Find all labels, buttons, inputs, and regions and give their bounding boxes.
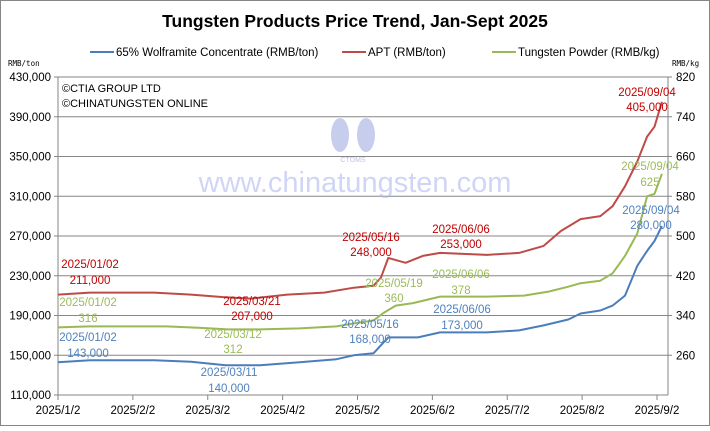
left-tick-label: 150,000 bbox=[9, 350, 51, 362]
annotation-value: 207,000 bbox=[231, 311, 273, 323]
left-tick-label: 350,000 bbox=[9, 152, 51, 164]
copyright-line-1: ©CTIA GROUP LTD bbox=[62, 83, 161, 95]
annotation-value: 316 bbox=[78, 313, 97, 325]
right-axis-unit: RMB/kg bbox=[672, 59, 699, 68]
watermark-logo-text: CTOMS bbox=[340, 157, 365, 164]
legend-label: 65% Wolframite Concentrate (RMB/ton) bbox=[116, 47, 319, 59]
annotation-date: 2025/01/02 bbox=[59, 332, 117, 344]
right-tick-label: 820 bbox=[676, 72, 695, 84]
annotation-date: 2025/06/06 bbox=[432, 269, 490, 281]
axes: 430,000 390,000 350,000 310,000 270,000 230,0… bbox=[9, 72, 695, 417]
annotation-date: 2025/03/11 bbox=[201, 367, 258, 379]
series-line-apt bbox=[57, 101, 663, 300]
right-tick-label: 340 bbox=[676, 311, 695, 323]
annotation-date: 2025/09/04 bbox=[622, 205, 680, 217]
left-tick-label: 310,000 bbox=[9, 191, 51, 203]
x-tick-label: 2025/3/2 bbox=[185, 405, 230, 417]
legend-label: Tungsten Powder (RMB/kg) bbox=[518, 47, 660, 59]
right-tick-label: 580 bbox=[676, 191, 695, 203]
right-tick-label: 260 bbox=[676, 350, 695, 362]
right-tick-label: 660 bbox=[676, 152, 695, 164]
series-line-wolframite bbox=[57, 225, 663, 367]
annotation-value: 211,000 bbox=[70, 275, 111, 287]
left-tick-label: 230,000 bbox=[9, 271, 51, 283]
annotation-date: 2025/06/06 bbox=[433, 304, 491, 316]
annotation-date: 2025/03/21 bbox=[223, 296, 281, 308]
annotation-value: 143,000 bbox=[67, 348, 109, 360]
annotation-value: 405,000 bbox=[626, 102, 668, 114]
left-tick-label: 390,000 bbox=[9, 112, 51, 124]
x-tick-label: 2025/6/2 bbox=[410, 405, 455, 417]
left-tick-label: 270,000 bbox=[9, 231, 51, 243]
chart-title: Tungsten Products Price Trend, Jan-Sept … bbox=[162, 11, 548, 31]
annotation-date: 2025/01/02 bbox=[61, 259, 119, 271]
watermark-url: www.chinatungsten.com bbox=[198, 167, 512, 199]
gridlines bbox=[58, 76, 668, 356]
annotation-date: 2025/09/04 bbox=[621, 161, 679, 173]
copyright-line-2: ©CHINATUNGSTEN ONLINE bbox=[62, 98, 208, 110]
left-axis-unit: RMB/ton bbox=[8, 59, 40, 68]
watermark-logo-right bbox=[357, 118, 375, 152]
annotation-value: 173,000 bbox=[441, 320, 483, 332]
x-tick-label: 2025/8/2 bbox=[560, 405, 605, 417]
annotation-date: 2025/05/19 bbox=[365, 278, 423, 290]
left-tick-label: 110,000 bbox=[10, 390, 51, 402]
x-tick-label: 2025/5/2 bbox=[335, 405, 380, 417]
x-tick-label: 2025/7/2 bbox=[485, 405, 530, 417]
annotations: 2025/01/02 211,000 2025/03/21 207,000 2025/0… bbox=[59, 87, 680, 395]
left-tick-label: 430,000 bbox=[9, 72, 51, 84]
watermark: CTOMS www.chinatungsten.com bbox=[198, 118, 512, 199]
right-tick-label: 500 bbox=[676, 231, 695, 243]
annotation-value: 360 bbox=[384, 293, 403, 305]
annotation-value: 280,000 bbox=[630, 220, 672, 232]
annotation-date: 2025/06/06 bbox=[432, 224, 490, 236]
x-tick-label: 2025/1/2 bbox=[36, 405, 81, 417]
annotation-value: 312 bbox=[223, 344, 242, 356]
annotation-value: 140,000 bbox=[208, 383, 250, 395]
x-tick-label: 2025/2/2 bbox=[110, 405, 155, 417]
annotation-date: 2025/05/16 bbox=[341, 319, 399, 331]
x-tick-label: 2025/9/2 bbox=[635, 405, 680, 417]
watermark-logo-left bbox=[331, 118, 349, 152]
right-tick-label: 740 bbox=[676, 112, 695, 124]
annotation-value: 625 bbox=[640, 177, 659, 189]
annotation-value: 168,000 bbox=[349, 334, 391, 346]
annotation-date: 2025/09/04 bbox=[618, 87, 676, 99]
right-tick-label: 420 bbox=[676, 271, 695, 283]
left-tick-label: 190,000 bbox=[9, 311, 51, 323]
legend-label: APT (RMB/ton) bbox=[368, 47, 446, 59]
annotation-value: 253,000 bbox=[440, 239, 482, 251]
annotation-date: 2025/01/02 bbox=[59, 297, 117, 309]
x-tick-label: 2025/4/2 bbox=[260, 405, 305, 417]
series-line-powder bbox=[57, 173, 663, 331]
annotation-value: 378 bbox=[451, 285, 470, 297]
annotation-date: 2025/05/16 bbox=[342, 232, 400, 244]
legend: 65% Wolframite Concentrate (RMB/ton) APT … bbox=[90, 47, 660, 59]
annotation-value: 248,000 bbox=[350, 247, 392, 259]
series-lines bbox=[57, 101, 663, 367]
annotation-date: 2025/03/12 bbox=[204, 329, 262, 341]
